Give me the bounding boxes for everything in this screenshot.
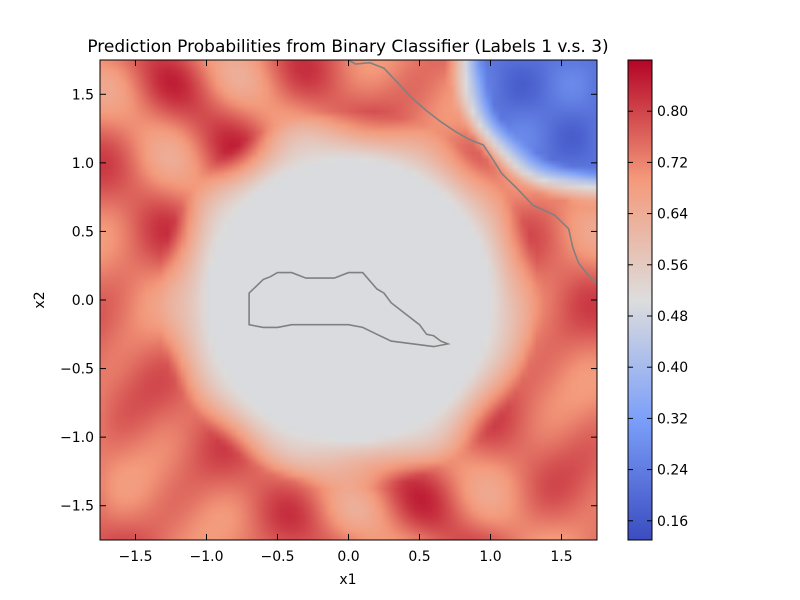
colorbar-frame xyxy=(627,59,653,541)
x-tick-label: 1.0 xyxy=(479,549,501,565)
colorbar-tick-label: 0.80 xyxy=(657,104,688,120)
x-tick-label: 0.5 xyxy=(408,549,430,565)
colorbar: 0.16 0.24 0.32 0.40 0.48 0.56 0.64 0.72 0.80 xyxy=(627,59,688,541)
chart-title: Prediction Probabilities from Binary Cla… xyxy=(87,37,608,57)
y-tick-label: −1.5 xyxy=(60,499,94,515)
colorbar-tick-label: 0.32 xyxy=(657,411,688,427)
colorbar-gradient xyxy=(628,60,652,540)
y-axis-ticks: −1.5 −1.0 −0.5 0.0 0.5 1.0 1.5 xyxy=(60,87,597,515)
heatmap xyxy=(100,60,597,540)
colorbar-ticks: 0.16 0.24 0.32 0.40 0.48 0.56 0.64 0.72 0.80 xyxy=(628,104,688,530)
x-tick-label: 1.5 xyxy=(550,549,572,565)
y-tick-label: 1.5 xyxy=(72,87,94,103)
colorbar-tick-label: 0.48 xyxy=(657,309,688,325)
x-axis-ticks: −1.5 −1.0 −0.5 0.0 0.5 1.0 1.5 xyxy=(119,60,573,565)
y-tick-label: −0.5 xyxy=(60,362,94,378)
heatmap-image xyxy=(100,60,597,540)
y-tick-label: 0.0 xyxy=(72,293,94,309)
contour-line-0 xyxy=(348,60,597,285)
colorbar-tick-label: 0.24 xyxy=(657,463,688,479)
x-tick-label: −0.5 xyxy=(261,549,295,565)
x-tick-label: 0.0 xyxy=(337,549,359,565)
x-tick-label: −1.5 xyxy=(119,549,153,565)
colorbar-tick-label: 0.16 xyxy=(657,514,688,530)
x-axis-label: x1 xyxy=(339,572,356,588)
colorbar-tick-label: 0.72 xyxy=(657,155,688,171)
y-tick-label: 0.5 xyxy=(72,224,94,240)
y-axis-label: x2 xyxy=(32,291,48,308)
x-tick-label: −1.0 xyxy=(190,549,224,565)
colorbar-tick-label: 0.56 xyxy=(657,258,688,274)
y-tick-label: 1.0 xyxy=(72,156,94,172)
decision-boundary-contours xyxy=(248,60,597,348)
colorbar-tick-label: 0.64 xyxy=(657,207,688,223)
contour-line-1 xyxy=(248,271,451,348)
y-tick-label: −1.0 xyxy=(60,430,94,446)
colorbar-tick-label: 0.40 xyxy=(657,360,688,376)
